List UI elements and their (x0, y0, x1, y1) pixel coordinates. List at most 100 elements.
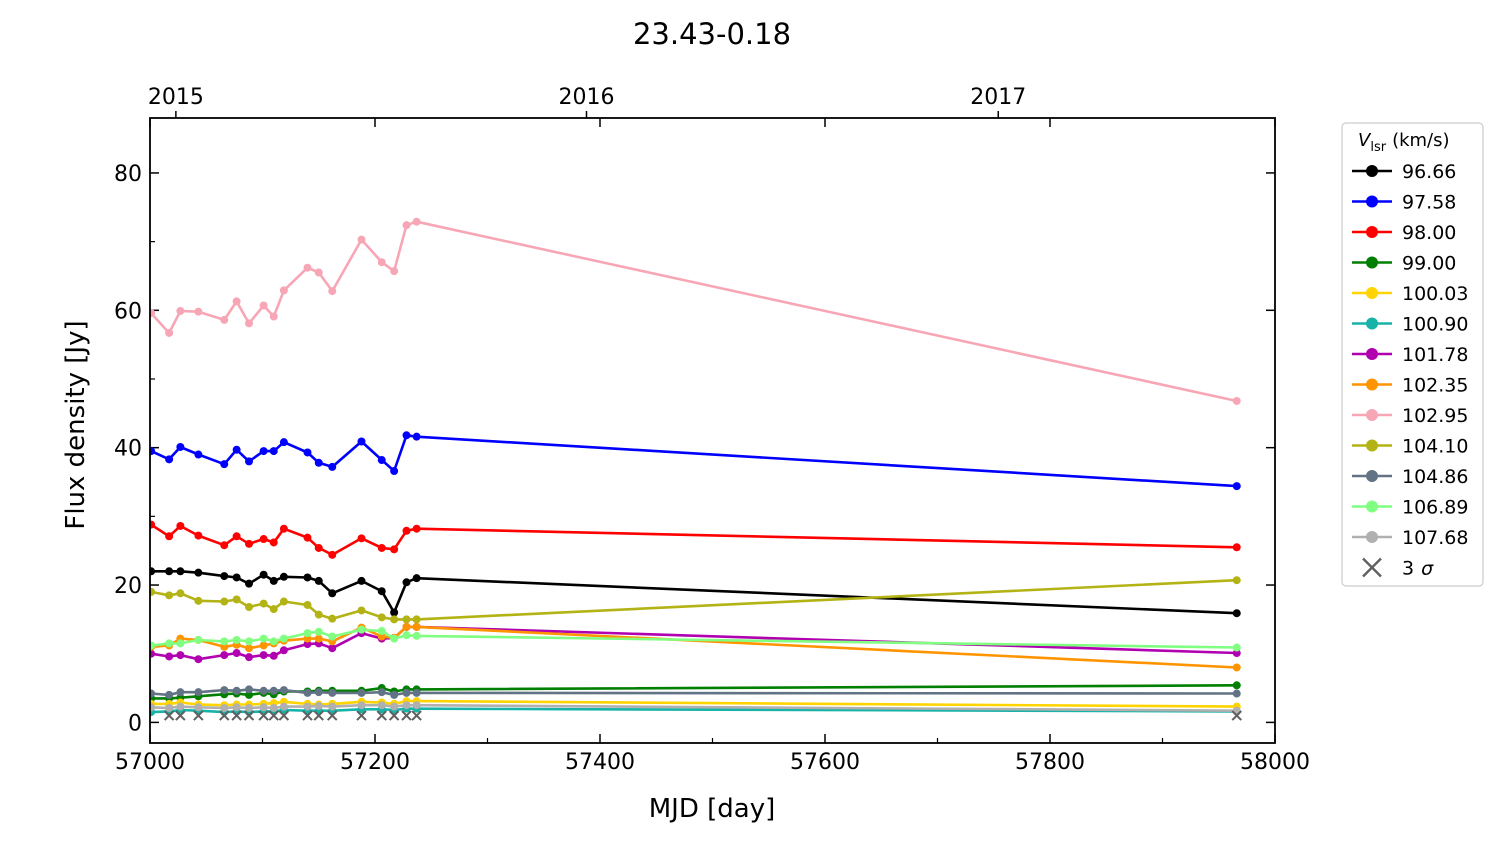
data-point (150, 447, 156, 456)
legend-label: 104.86 (1402, 466, 1468, 488)
data-point (377, 613, 386, 622)
legend-label: 100.90 (1402, 314, 1468, 336)
legend-item: 106.89 (1352, 497, 1468, 519)
upper-limit-marker (376, 710, 387, 721)
data-point (150, 689, 156, 698)
data-point (232, 649, 241, 658)
data-point (194, 688, 203, 697)
data-point (232, 703, 241, 712)
data-point (357, 576, 366, 585)
x-tick-label: 57600 (790, 750, 860, 775)
data-point (165, 591, 174, 600)
data-point (402, 622, 411, 631)
data-point (165, 703, 174, 712)
y-axis-label: Flux density [Jy] (61, 320, 91, 529)
data-point (328, 688, 337, 697)
data-point (303, 640, 312, 649)
data-point (314, 627, 323, 636)
data-point (165, 639, 174, 648)
legend-swatch-marker (1366, 439, 1378, 452)
data-point (402, 578, 411, 587)
data-point (279, 524, 288, 533)
series-line (150, 523, 1237, 557)
data-point (176, 589, 185, 598)
data-point (176, 702, 185, 711)
data-point (165, 690, 174, 699)
legend-swatch-marker (1366, 470, 1378, 482)
data-point (194, 531, 203, 540)
upper-limit-markers (163, 710, 1242, 721)
data-point (303, 600, 312, 609)
x-axis-label: MJD [day] (649, 794, 776, 824)
data-point (390, 702, 399, 711)
legend-item: 102.35 (1352, 375, 1468, 397)
legend-item: 101.78 (1352, 344, 1468, 366)
legend-swatch-marker (1366, 531, 1378, 543)
legend-frame (1341, 122, 1484, 587)
data-point (390, 545, 399, 554)
legend-swatch-marker (1366, 256, 1378, 269)
x-tick-label: 57200 (340, 750, 410, 775)
data-point (245, 644, 253, 653)
data-point (269, 637, 278, 646)
series-107.68 (150, 701, 1241, 715)
data-point (220, 642, 229, 651)
data-point (1232, 576, 1241, 585)
series-layer (150, 217, 1242, 721)
legend-swatch-marker (1366, 165, 1378, 177)
y-tick-label: 20 (114, 574, 142, 599)
data-point (150, 567, 156, 576)
data-point (165, 567, 174, 576)
data-point (377, 701, 386, 710)
x-tick-label: 57400 (565, 750, 635, 775)
upper-limit-marker (231, 710, 242, 721)
data-point (259, 599, 268, 608)
data-point (245, 653, 253, 662)
data-point (150, 703, 156, 712)
data-point (357, 606, 366, 615)
data-point (412, 524, 421, 533)
legend-swatch-marker (1366, 287, 1378, 299)
data-point (259, 703, 268, 712)
upper-limit-marker (175, 710, 186, 721)
upper-limit-marker (411, 710, 422, 721)
data-point (220, 651, 229, 660)
data-point (259, 535, 268, 544)
legend-swatch-marker (1366, 500, 1378, 513)
data-point (402, 701, 411, 710)
chart-title: 23.43-0.18 (633, 17, 791, 51)
series-96.66 (150, 567, 1241, 618)
data-point (1232, 681, 1241, 690)
data-point (303, 634, 312, 643)
legend-label: 102.35 (1402, 375, 1468, 397)
data-point (328, 462, 337, 471)
legend-item: 97.58 (1352, 192, 1456, 214)
legend-label: 98.00 (1402, 222, 1456, 244)
legend-item: 102.95 (1352, 405, 1468, 427)
data-point (259, 570, 268, 579)
data-point (279, 646, 288, 655)
x-tick-label: 57800 (1015, 750, 1085, 775)
data-point (377, 258, 386, 267)
legend-item: 100.03 (1352, 283, 1468, 305)
data-point (232, 686, 241, 695)
data-point (279, 286, 288, 295)
legend-label: 101.78 (1402, 344, 1468, 366)
legend-swatch-marker (1362, 557, 1382, 578)
data-point (390, 467, 399, 476)
data-point (232, 532, 241, 541)
data-point (1232, 543, 1241, 552)
data-point (412, 615, 421, 624)
series-101.78 (150, 622, 1241, 664)
data-point (390, 634, 399, 643)
data-point (279, 686, 288, 695)
data-point (279, 597, 288, 606)
upper-limit-marker (327, 710, 338, 721)
data-point (269, 703, 278, 712)
data-point (412, 574, 421, 583)
legend-label: 100.03 (1402, 283, 1468, 305)
legend-label: 96.66 (1402, 161, 1456, 183)
data-point (314, 701, 323, 710)
data-point (269, 538, 278, 547)
